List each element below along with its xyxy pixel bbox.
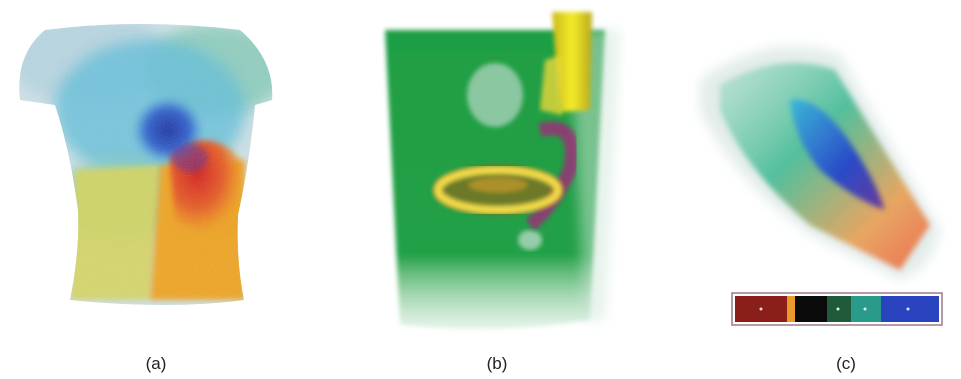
panel-a-torso-rendering	[0, 0, 310, 379]
caption-c: (c)	[836, 354, 856, 373]
transfer-function-widget[interactable]	[731, 292, 943, 326]
tilted-volume-image	[700, 46, 943, 326]
caption-b: (b)	[486, 354, 508, 373]
panel-c-tilted-rendering	[660, 0, 961, 379]
panel-b-box-rendering	[330, 0, 630, 379]
box-image	[385, 12, 620, 329]
caption-a: (a)	[145, 354, 167, 373]
torso-image	[19, 24, 273, 305]
